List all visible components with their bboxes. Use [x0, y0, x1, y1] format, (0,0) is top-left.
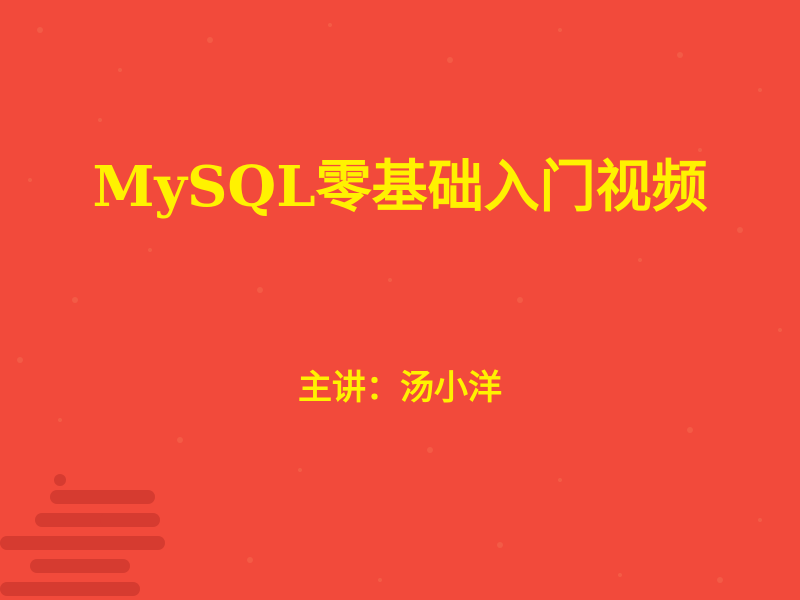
cloud-ornament-icon [0, 474, 165, 596]
slide-title: MySQL零基础入门视频 [92, 154, 708, 220]
presenter-subtitle: 主讲：汤小洋 [298, 368, 502, 408]
